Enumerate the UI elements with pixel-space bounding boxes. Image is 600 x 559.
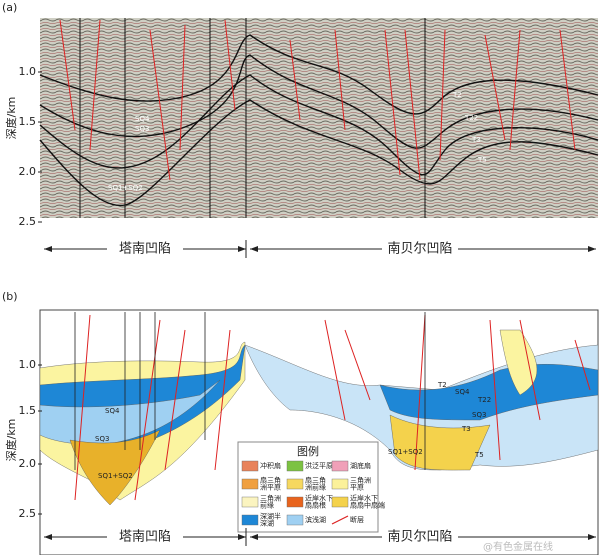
annotation: T2 bbox=[437, 381, 447, 389]
basin-label: 塔南凹陷 bbox=[119, 241, 171, 257]
basin-label: 南贝尔凹陷 bbox=[387, 529, 452, 545]
legend-label: 洲平原 bbox=[260, 484, 281, 492]
legend-box bbox=[237, 441, 379, 533]
y-tick-label: 2.5 bbox=[19, 507, 37, 520]
annotation: T3 bbox=[461, 425, 471, 433]
legend-swatch bbox=[331, 478, 349, 490]
legend-label: 断层 bbox=[350, 515, 364, 524]
annotation: SQ3 bbox=[135, 125, 149, 133]
legend-label: 三角洲 bbox=[260, 494, 281, 503]
label-bg bbox=[382, 240, 458, 258]
annotation: SQ4 bbox=[105, 407, 120, 415]
annotation: T5 bbox=[477, 156, 487, 164]
y-axis-label: 深度/km bbox=[4, 97, 18, 140]
annotation: SQ1+SQ2 bbox=[388, 448, 423, 456]
label-bg bbox=[107, 528, 183, 546]
legend-label: 深湖半 bbox=[260, 512, 281, 521]
annotation: SQ1+SQ2 bbox=[98, 472, 133, 480]
legend-swatch bbox=[241, 496, 259, 508]
legend-swatch bbox=[286, 460, 304, 472]
annotation: SQ4 bbox=[455, 388, 470, 396]
label-bg bbox=[107, 240, 183, 258]
legend-label: 近岸水下 bbox=[305, 494, 333, 503]
legend-label: 扇三角 bbox=[260, 476, 281, 485]
faults bbox=[59, 19, 576, 181]
annotation: T2 bbox=[452, 91, 462, 99]
legend-swatch bbox=[331, 515, 349, 525]
annotation: T5 bbox=[474, 451, 484, 459]
legend-label: 深湖 bbox=[260, 519, 274, 528]
legend-label: 滨浅湖 bbox=[305, 515, 326, 524]
legend-swatch bbox=[331, 496, 349, 508]
y-tick-label: 2.0 bbox=[19, 457, 37, 470]
y-tick-label: 1.5 bbox=[19, 115, 37, 128]
legend-label: 扇扇根 bbox=[305, 501, 326, 510]
legend-label: 前缘 bbox=[260, 501, 274, 510]
legend-swatch bbox=[331, 460, 349, 472]
label-bg bbox=[382, 528, 458, 546]
legend-label: 冲积扇 bbox=[260, 461, 281, 470]
legend-label: 近岸水下 bbox=[350, 494, 378, 503]
annotation: SQ3 bbox=[95, 435, 109, 443]
legend-swatch bbox=[286, 514, 304, 526]
annotation: SQ1+SQ2 bbox=[108, 184, 143, 192]
y-tick-label: 2.0 bbox=[19, 165, 37, 178]
panel-tag: (b) bbox=[2, 290, 18, 303]
annotation: T3 bbox=[471, 136, 481, 144]
legend-swatch bbox=[286, 496, 304, 508]
legend-swatch bbox=[286, 478, 304, 490]
basin-label: 南贝尔凹陷 bbox=[387, 241, 452, 257]
panel-tag: (a) bbox=[2, 1, 17, 14]
legend-swatch bbox=[241, 478, 259, 490]
legend-label: 扇扇中扇端 bbox=[350, 501, 385, 510]
annotation: T22 bbox=[464, 114, 478, 122]
y-axis-label: 深度/km bbox=[4, 419, 18, 462]
annotation: SQ3 bbox=[472, 411, 486, 419]
wells bbox=[74, 312, 426, 470]
watermark: @有色金属在线 bbox=[483, 540, 553, 553]
legend-label: 三角洲 bbox=[350, 476, 371, 485]
y-tick-label: 1.0 bbox=[19, 65, 37, 78]
faults bbox=[74, 314, 591, 501]
strata bbox=[39, 329, 599, 506]
legend-label: 洪泛平原 bbox=[305, 461, 333, 470]
y-tick-label: 1.5 bbox=[19, 404, 37, 417]
basin-label: 塔南凹陷 bbox=[119, 529, 171, 545]
legend-label: 扇三角 bbox=[305, 476, 326, 485]
y-tick-label: 1.0 bbox=[19, 358, 37, 371]
legend-label: 平原 bbox=[350, 484, 364, 492]
annotation: T22 bbox=[477, 396, 491, 404]
wells bbox=[79, 18, 426, 218]
legend-label: 洲前缘 bbox=[305, 483, 326, 492]
legend-label: 湖底扇 bbox=[350, 461, 371, 470]
legend-swatch bbox=[241, 514, 259, 526]
legend-title: 图例 bbox=[297, 444, 319, 458]
legend-swatch bbox=[241, 460, 259, 472]
y-tick-label: 2.5 bbox=[19, 215, 37, 228]
seismic-section bbox=[40, 18, 598, 218]
annotation: SQ4 bbox=[135, 115, 150, 123]
